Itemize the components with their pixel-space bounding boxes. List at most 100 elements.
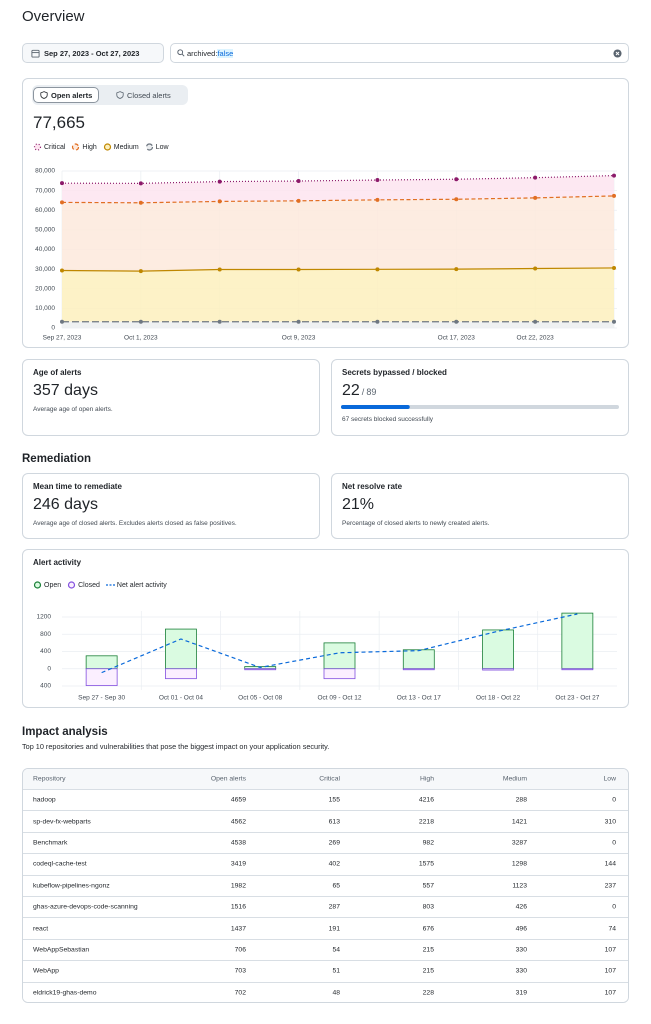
- area-chart: 0 10,000 20,000 30,000 40,000 50,000 60,000 70,…: [35, 168, 617, 342]
- alert-total: 77,665: [33, 113, 85, 132]
- table-cell: 1437: [230, 925, 246, 933]
- bar: [402, 668, 435, 671]
- tab-group: Open alerts Closed alerts: [32, 85, 188, 105]
- table-row: eldrick19-ghas-demo 702 48 228 319 107: [23, 981, 628, 1002]
- area-fill: [62, 195, 614, 272]
- tab[interactable]: Closed alerts: [110, 87, 177, 103]
- table-cell: 496: [515, 925, 527, 933]
- x-tick-label: Oct 1, 2023: [124, 335, 158, 342]
- legend-item: Open: [33, 581, 61, 589]
- clear-icon[interactable]: [613, 48, 622, 58]
- legend-item: High: [71, 143, 97, 151]
- card-title: Mean time to remediate: [33, 482, 122, 491]
- legend-label: Open: [44, 581, 62, 589]
- data-point: [60, 268, 64, 273]
- data-point: [138, 200, 143, 205]
- card-description: 67 secrets blocked successfully: [342, 416, 434, 423]
- data-point: [612, 319, 616, 324]
- activity-chart: 400 0 400 800 1200 Sep 27 - Sep 30 Oct 01 - Oc…: [37, 611, 617, 702]
- search-input[interactable]: archived: false: [170, 43, 629, 63]
- table-cell: WebApp: [33, 967, 59, 975]
- x-tick-label: Oct 17, 2023: [438, 335, 476, 342]
- table-cell: 2218: [418, 818, 434, 826]
- y-tick-label: 400: [40, 648, 51, 655]
- table-cell: 0: [612, 796, 616, 804]
- legend-icon: [105, 584, 115, 586]
- table-cell: 426: [515, 903, 527, 911]
- series-line: [61, 267, 615, 272]
- data-point: [296, 267, 301, 272]
- data-point: [217, 319, 222, 324]
- progress-fill: [341, 405, 410, 409]
- y-tick-label: 800: [40, 631, 51, 638]
- table-cell: 319: [515, 989, 527, 997]
- table-cell: 3287: [511, 839, 527, 847]
- legend-icon: [33, 143, 42, 151]
- legend-label: Closed: [78, 581, 100, 589]
- data-point: [138, 181, 143, 186]
- tab[interactable]: Open alerts: [33, 87, 100, 103]
- data-point: [217, 179, 222, 184]
- table-cell: 613: [328, 818, 340, 826]
- x-tick-label: Oct 13 - Oct 17: [397, 695, 441, 702]
- chart-title: Alert activity: [33, 558, 82, 567]
- card-title: Age of alerts: [33, 368, 82, 377]
- calendar-icon: [31, 49, 40, 58]
- table-cell: 1982: [230, 882, 246, 890]
- legend: Open Closed Net alert activity: [33, 581, 167, 589]
- legend-swatch: [103, 143, 111, 151]
- table-row: codeql-cache-test 3419 402 1575 1298 144: [23, 853, 628, 875]
- legend-label: Critical: [44, 143, 66, 151]
- data-point: [375, 178, 380, 183]
- data-point: [138, 269, 143, 274]
- legend-label: Medium: [113, 143, 139, 151]
- table-cell: 287: [328, 903, 340, 911]
- table-cell: 107: [604, 946, 616, 954]
- date-range-button[interactable]: Sep 27, 2023 - Oct 27, 2023: [22, 43, 164, 63]
- x-tick-label: Oct 05 - Oct 08: [238, 695, 282, 702]
- table-cell: 288: [515, 796, 527, 804]
- legend-label: Low: [155, 143, 169, 151]
- legend-label: High: [82, 143, 97, 151]
- bar: [482, 629, 514, 670]
- data-point: [533, 195, 538, 200]
- legend-item: Critical: [33, 143, 65, 151]
- secrets-card: Secrets bypassed / blocked 22 / 89 67 se…: [331, 359, 629, 436]
- page-title: Overview: [22, 8, 85, 25]
- table-cell: sp-dev-fx-webparts: [33, 818, 91, 826]
- data-point: [454, 197, 459, 202]
- data-point: [533, 175, 538, 180]
- table-cell: 330: [515, 967, 527, 975]
- table-cell: 48: [332, 989, 340, 997]
- table-cell: 107: [604, 967, 616, 975]
- table-cell: 4659: [230, 796, 246, 804]
- legend-icon: [145, 143, 153, 151]
- table-row: react 1437 191 676 496 74: [23, 917, 628, 939]
- y-tick-label: 20,000: [35, 285, 55, 292]
- y-tick-label: 1200: [37, 614, 52, 621]
- table-cell: 74: [608, 925, 616, 933]
- table-cell: Benchmark: [33, 839, 68, 847]
- table-cell: ghas-azure-devops-code-scanning: [33, 903, 138, 911]
- legend-icon: [68, 581, 76, 589]
- y-tick-label: 400: [40, 683, 51, 690]
- y-tick-label: 0: [51, 325, 55, 332]
- legend-swatch: [68, 581, 76, 589]
- table-cell: eldrick19-ghas-demo: [33, 989, 97, 997]
- table-cell: 65: [332, 882, 340, 890]
- data-point: [533, 319, 538, 324]
- legend-icon: [72, 143, 80, 151]
- data-point: [296, 319, 301, 324]
- table-cell: 144: [604, 860, 616, 868]
- table-cell: 982: [422, 839, 434, 847]
- table-cell: 4216: [418, 796, 434, 804]
- legend-label: Net alert activity: [116, 581, 167, 589]
- date-range: Sep 27, 2023 - Oct 27, 2023: [44, 48, 140, 58]
- impact-table: Repository Open alerts Critical High Medium L…: [22, 768, 629, 1003]
- data-point: [454, 267, 459, 272]
- area-fill: [62, 267, 614, 322]
- legend-swatch: [33, 581, 42, 589]
- series-line: [61, 174, 615, 184]
- y-tick-label: 30,000: [35, 266, 55, 273]
- table-cell: 330: [515, 946, 527, 954]
